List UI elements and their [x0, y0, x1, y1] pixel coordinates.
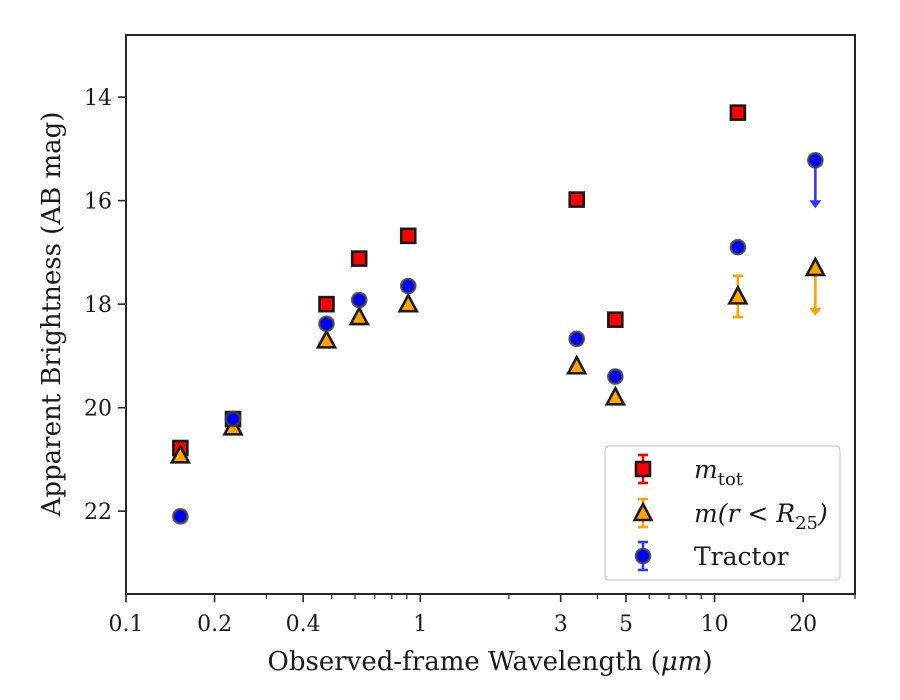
legend-label-tractor: Tractor: [694, 542, 789, 571]
x-tick-label: 5: [619, 612, 633, 637]
y-tick-label: 14: [84, 86, 112, 111]
data-point-tractor: [172, 508, 189, 525]
data-point-tractor: [807, 151, 824, 169]
data-point-tractor: [224, 410, 242, 428]
y-tick-label: 20: [84, 397, 112, 422]
legend-marker-tractor: [634, 547, 652, 565]
data-point-mtot: [318, 295, 335, 313]
plot-frame: [125, 34, 856, 595]
data-point-mr25: [804, 256, 827, 277]
legend-item-tractor: Tractor: [634, 540, 789, 572]
data-point-mr25: [727, 284, 749, 305]
legend-marker-mr25: [632, 501, 654, 522]
legend-marker-mtot: [634, 460, 652, 478]
data-point-mr25: [348, 305, 370, 326]
legend-item-mr25: m(r < R25): [632, 497, 828, 534]
upper-limit-arrowhead: [809, 200, 822, 209]
x-tick-label: 0.1: [109, 612, 144, 637]
legend-item-mtot: mtot: [634, 453, 744, 490]
data-point-mtot: [568, 191, 586, 208]
y-axis-ticks: 14 16 18 20 22: [84, 86, 126, 525]
data-point-tractor: [729, 238, 747, 256]
x-tick-label: 10: [701, 612, 729, 637]
data-marks: [169, 104, 827, 525]
data-point-tractor: [568, 330, 586, 348]
legend: mtot m(r < R25) Tractor: [604, 445, 841, 581]
data-point-tractor: [399, 277, 417, 295]
data-point-mr25: [169, 443, 192, 464]
x-axis-title: Observed-frame Wavelength (μm): [268, 647, 713, 677]
data-point-tractor: [607, 368, 624, 385]
y-tick-label: 16: [84, 190, 112, 215]
data-point-mtot: [350, 250, 368, 267]
upper-limit-arrowhead: [809, 307, 822, 316]
series-mtot: [172, 104, 747, 457]
x-tick-label: 0.2: [197, 612, 232, 637]
data-point-mr25: [315, 328, 338, 349]
x-tick-label: 0.4: [286, 612, 321, 637]
legend-label-mr25: m(r < R25): [694, 499, 828, 534]
x-tick-label: 3: [554, 612, 568, 637]
x-tick-label: 20: [789, 612, 817, 637]
y-tick-label: 22: [84, 500, 112, 525]
data-point-mr25: [397, 292, 419, 313]
data-point-mr25: [604, 385, 627, 406]
data-point-mtot: [607, 311, 624, 328]
data-point-mtot: [729, 104, 747, 121]
series-mr25: [169, 256, 827, 464]
data-point-mtot: [399, 227, 417, 245]
legend-label-mtot: mtot: [694, 455, 744, 490]
data-point-tractor: [350, 291, 368, 309]
data-point-mr25: [566, 354, 588, 375]
data-point-tractor: [318, 315, 335, 333]
series-tractor: [172, 151, 824, 525]
legend-box: [604, 445, 841, 581]
y-axis-title: Apparent Brightness (AB mag): [37, 112, 67, 518]
y-tick-label: 18: [84, 293, 112, 318]
x-tick-label: 1: [413, 612, 427, 637]
